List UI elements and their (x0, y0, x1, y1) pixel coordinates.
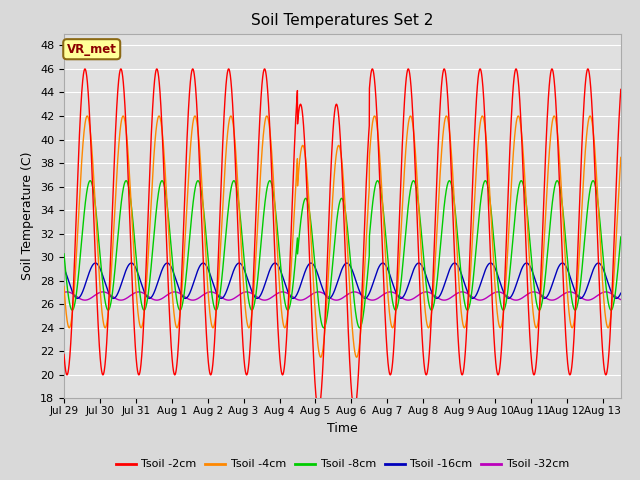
X-axis label: Time: Time (327, 421, 358, 434)
Text: VR_met: VR_met (67, 43, 116, 56)
Title: Soil Temperatures Set 2: Soil Temperatures Set 2 (252, 13, 433, 28)
Legend: Tsoil -2cm, Tsoil -4cm, Tsoil -8cm, Tsoil -16cm, Tsoil -32cm: Tsoil -2cm, Tsoil -4cm, Tsoil -8cm, Tsoi… (111, 455, 573, 474)
Y-axis label: Soil Temperature (C): Soil Temperature (C) (22, 152, 35, 280)
